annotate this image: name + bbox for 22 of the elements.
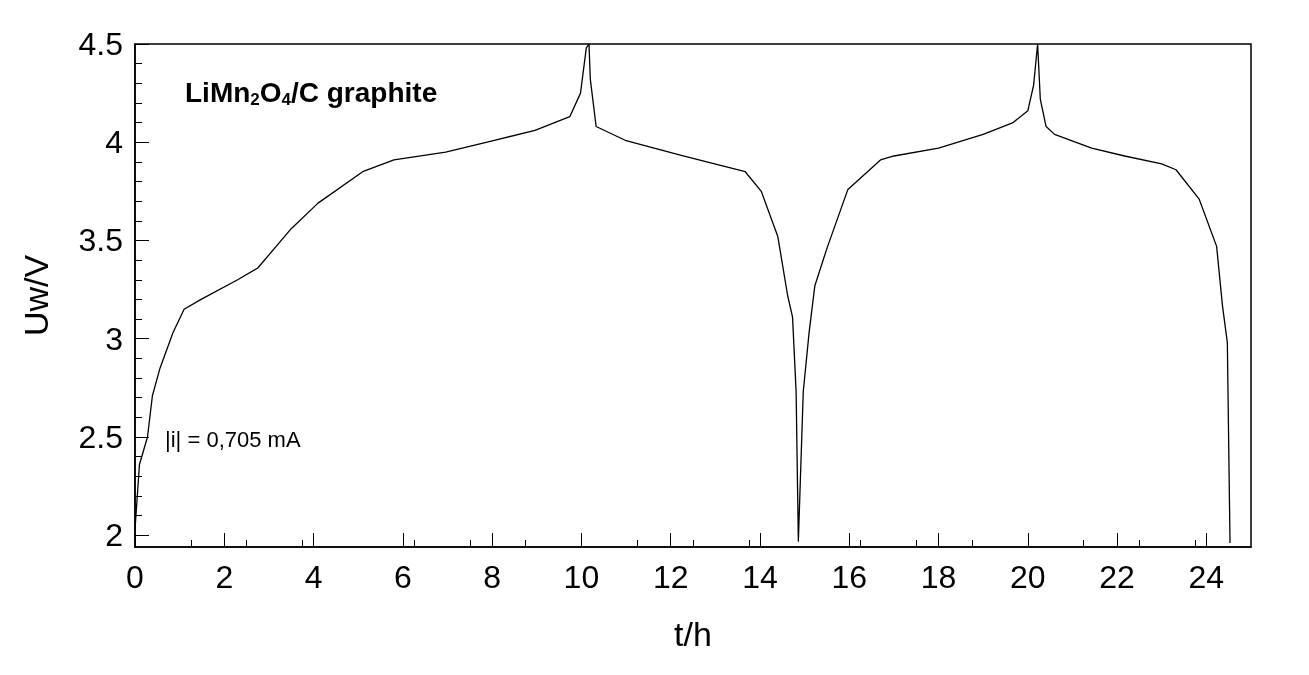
y-tick-label: 3.5 bbox=[78, 222, 123, 259]
x-tick-label: 2 bbox=[215, 559, 234, 595]
x-tick-label: 12 bbox=[652, 559, 689, 595]
y-tick-label: 3 bbox=[105, 320, 123, 357]
x-tick-label: 24 bbox=[1188, 559, 1225, 595]
x-tick-label: 22 bbox=[1099, 559, 1135, 595]
y-tick-label: 4 bbox=[105, 124, 123, 161]
y-tick-label: 4.5 bbox=[78, 26, 123, 62]
x-tick-label: 6 bbox=[393, 559, 412, 595]
annotation: |i| = 0,705 mA bbox=[165, 426, 301, 452]
x-tick-label: 16 bbox=[831, 559, 868, 595]
x-tick-label: 20 bbox=[1010, 559, 1046, 595]
x-tick-label: 0 bbox=[126, 559, 144, 595]
x-tick-label: 8 bbox=[483, 559, 502, 595]
x-axis-title: t/h bbox=[674, 615, 712, 653]
x-tick-label: 18 bbox=[920, 559, 957, 595]
x-tick-label: 10 bbox=[563, 559, 600, 595]
x-tick-label: 4 bbox=[304, 559, 323, 595]
y-tick-label: 2 bbox=[105, 517, 123, 554]
x-tick-label: 14 bbox=[742, 559, 778, 595]
y-axis-title: Uw/V bbox=[17, 254, 55, 337]
y-tick-label: 2.5 bbox=[78, 418, 123, 455]
